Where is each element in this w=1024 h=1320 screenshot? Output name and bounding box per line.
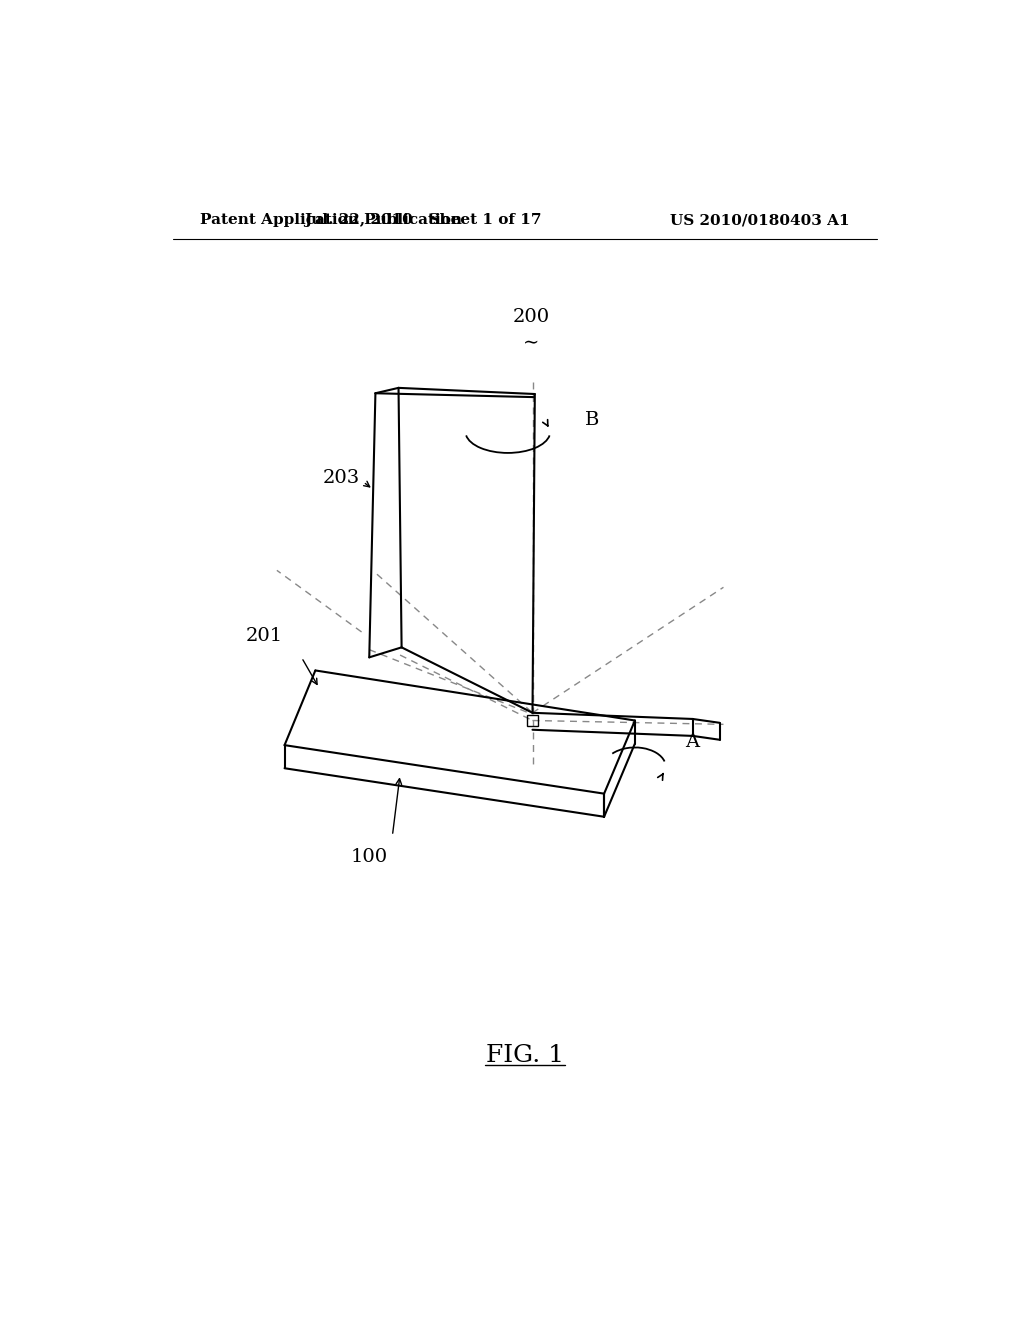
Text: 100: 100 xyxy=(350,847,388,866)
Text: ∼: ∼ xyxy=(523,334,540,352)
Text: B: B xyxy=(585,412,599,429)
Text: FIG. 1: FIG. 1 xyxy=(485,1044,564,1067)
Text: 201: 201 xyxy=(246,627,283,644)
Text: Patent Application Publication: Patent Application Publication xyxy=(200,213,462,227)
Text: 200: 200 xyxy=(512,309,550,326)
Text: US 2010/0180403 A1: US 2010/0180403 A1 xyxy=(670,213,849,227)
Text: A: A xyxy=(685,733,699,751)
Text: Jul. 22, 2010   Sheet 1 of 17: Jul. 22, 2010 Sheet 1 of 17 xyxy=(304,213,542,227)
Text: 203: 203 xyxy=(323,469,360,487)
